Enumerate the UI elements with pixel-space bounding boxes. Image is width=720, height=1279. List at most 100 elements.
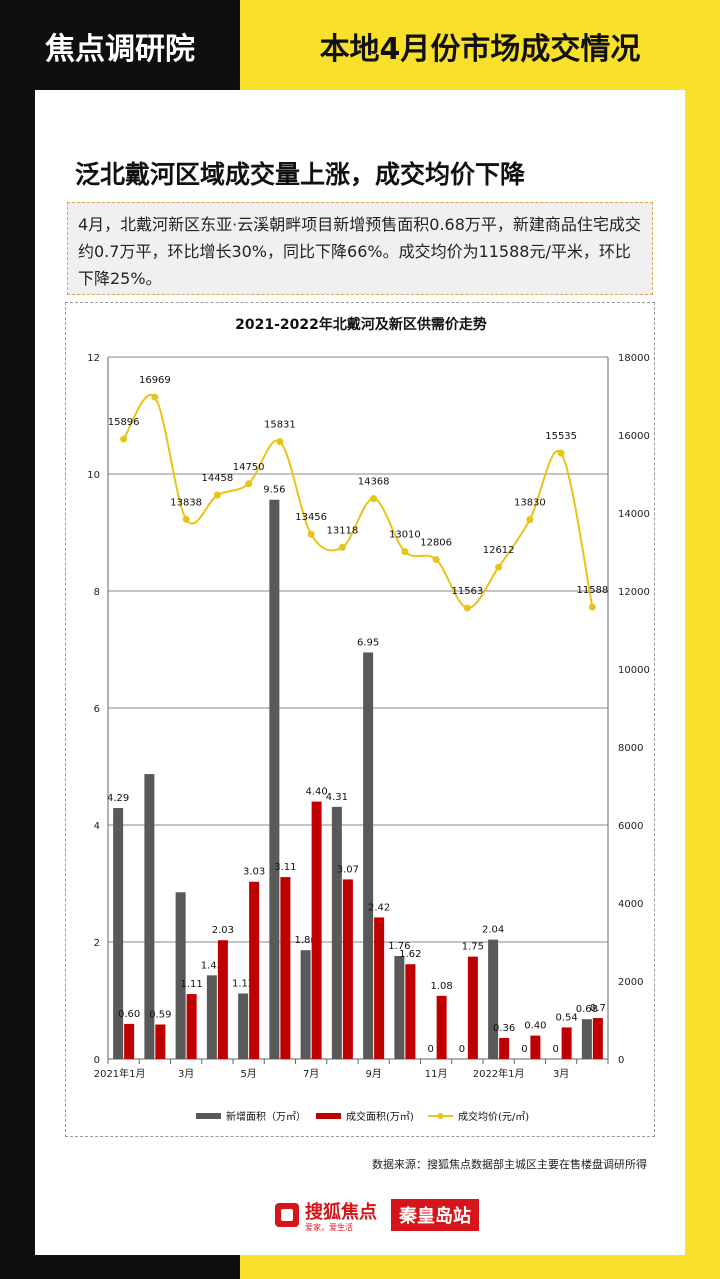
right-axis-tick-label: 12000 — [618, 587, 650, 598]
left-axis-tick-label: 10 — [87, 470, 100, 481]
transaction-area-data-label: 1.11 — [180, 979, 202, 990]
new-supply-data-label: 0 — [459, 1044, 465, 1055]
left-axis-tick-label: 12 — [87, 353, 100, 364]
new-supply-bar — [331, 806, 342, 1059]
avg-price-point — [182, 515, 190, 523]
avg-price-data-label: 13456 — [295, 512, 327, 523]
right-axis-tick-label: 16000 — [618, 431, 650, 442]
transaction-area-bar — [311, 801, 322, 1059]
new-supply-bar — [269, 499, 280, 1059]
transaction-area-data-label: 2.03 — [212, 925, 234, 936]
avg-price-data-label: 14750 — [233, 462, 265, 473]
left-axis-tick-label: 0 — [94, 1055, 100, 1066]
right-axis-tick-label: 14000 — [618, 509, 650, 520]
new-supply-data-label: 1.76 — [388, 941, 410, 952]
new-supply-data-label: 0 — [552, 1044, 558, 1055]
avg-price-data-label: 13838 — [170, 497, 202, 508]
transaction-area-bar — [561, 1027, 572, 1059]
transaction-area-data-label: 0.40 — [524, 1021, 546, 1032]
avg-price-point — [120, 435, 128, 443]
data-source-note: 数据来源：搜狐焦点数据部主城区主要在售楼盘调研所得 — [372, 1158, 647, 1171]
new-supply-data-label: 6.95 — [357, 637, 379, 648]
avg-price-data-label: 11588 — [576, 585, 608, 596]
transaction-area-bar — [186, 994, 197, 1059]
right-axis-tick-label: 2000 — [618, 977, 643, 988]
avg-price-data-label: 12806 — [420, 538, 452, 549]
logo-slogan: 爱家，爱生活 — [305, 1222, 353, 1232]
avg-price-point — [276, 438, 284, 446]
chart-container: 2021-2022年北戴河及新区供需价走势 0 2 4 6 8 10 12 0 2000 4000 6… — [65, 302, 655, 1137]
transaction-area-bar — [124, 1023, 135, 1059]
avg-price-data-label: 16969 — [139, 375, 171, 386]
left-axis-tick-label: 4 — [94, 821, 100, 832]
new-supply-bar — [238, 993, 249, 1059]
legend-label-avg-price: 成交均价(元/㎡) — [458, 1110, 529, 1123]
right-axis-tick-label: 8000 — [618, 743, 643, 754]
section-title: 泛北戴河区域成交量上涨，成交均价下降 — [75, 160, 526, 189]
transaction-area-data-label: 2.42 — [368, 902, 390, 913]
right-axis-tick-label: 4000 — [618, 899, 643, 910]
transaction-area-bar — [499, 1037, 510, 1059]
x-axis-tick-label: 11月 — [425, 1068, 448, 1080]
description-box: 4月，北戴河新区东亚·云溪朝畔项目新增预售面积0.68万平，新建商品住宅成交约0… — [67, 202, 653, 295]
legend-swatch-transaction-area — [316, 1113, 341, 1119]
transaction-area-data-label: 0.36 — [493, 1023, 515, 1034]
transaction-area-data-label: 4.40 — [305, 787, 327, 798]
logo-name: 搜狐焦点 — [305, 1201, 377, 1223]
transaction-area-bar — [217, 940, 228, 1059]
transaction-area-bar — [155, 1024, 166, 1059]
avg-price-data-label: 13010 — [389, 530, 421, 541]
avg-price-data-label: 12612 — [483, 545, 515, 556]
left-axis-tick-label: 6 — [94, 704, 100, 715]
chart-title: 2021-2022年北戴河及新区供需价走势 — [235, 316, 487, 333]
transaction-area-data-label: 1.62 — [399, 949, 421, 960]
avg-price-data-label: 15831 — [264, 420, 296, 431]
sohu-focus-logo: 搜狐焦点 爱家，爱生活 秦皇岛站 — [275, 1198, 479, 1232]
new-supply-data-label: 2.04 — [482, 925, 504, 936]
avg-price-data-label: 13118 — [326, 525, 358, 536]
transaction-area-bar — [249, 881, 260, 1059]
transaction-area-bar — [280, 877, 291, 1059]
x-axis-tick-label: 5月 — [240, 1068, 256, 1080]
avg-price-data-label: 15535 — [545, 431, 577, 442]
station-badge: 秦皇岛站 — [391, 1199, 479, 1231]
new-supply-bar — [206, 975, 217, 1059]
right-axis-tick-label: 6000 — [618, 821, 643, 832]
new-supply-data-label: 1.43 — [201, 960, 223, 971]
new-supply-bar — [581, 1019, 592, 1059]
avg-price-point — [151, 393, 159, 401]
x-axis-tick-label: 2021年1月 — [94, 1067, 146, 1080]
transaction-area-data-label: 0.60 — [118, 1009, 140, 1020]
new-supply-bar — [175, 892, 186, 1059]
legend-marker-avg-price — [437, 1113, 444, 1119]
transaction-area-bar — [436, 995, 447, 1059]
avg-price-point — [370, 495, 378, 503]
new-supply-data-label: 0.68 — [576, 1004, 598, 1015]
new-supply-data-label: 0 — [521, 1044, 527, 1055]
transaction-area-data-label: 1.75 — [462, 942, 484, 953]
transaction-area-bar — [592, 1018, 603, 1059]
x-axis-tick-label: 3月 — [178, 1068, 194, 1080]
avg-price-data-label: 15896 — [108, 417, 140, 428]
new-supply-bar — [394, 956, 405, 1059]
avg-price-data-label: 14458 — [201, 473, 233, 484]
avg-price-point — [495, 563, 503, 571]
avg-price-point — [401, 548, 409, 556]
page-title: 本地4月份市场成交情况 — [319, 32, 641, 67]
legend-swatch-new-supply — [196, 1113, 221, 1119]
avg-price-point — [245, 480, 253, 488]
new-supply-data-label: 9.56 — [263, 485, 285, 496]
legend-label-new-supply: 新增面积（万㎡） — [226, 1110, 306, 1123]
new-supply-bar — [488, 939, 499, 1059]
brand-title: 焦点调研院 — [45, 32, 195, 67]
transaction-area-data-label: 3.11 — [274, 862, 296, 873]
transaction-area-bar — [405, 964, 416, 1059]
x-axis-tick-label: 2022年1月 — [473, 1067, 525, 1080]
x-axis-tick-label: 9月 — [365, 1068, 381, 1080]
new-supply-data-label: 0 — [427, 1044, 433, 1055]
new-supply-data-label: 1.86 — [294, 935, 316, 946]
supply-demand-price-chart: 2021-2022年北戴河及新区供需价走势 0 2 4 6 8 10 12 0 2000 4000 6… — [87, 316, 650, 1123]
avg-price-point — [307, 530, 315, 538]
new-supply-bar — [363, 652, 374, 1059]
avg-price-data-label: 11563 — [451, 586, 483, 597]
